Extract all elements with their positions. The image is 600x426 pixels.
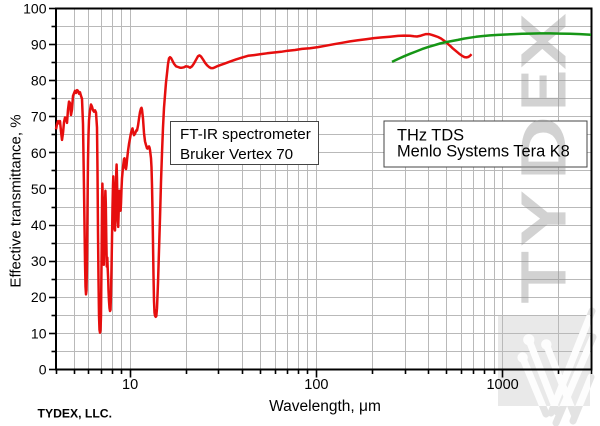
svg-text:E: E bbox=[508, 70, 580, 111]
svg-text:1000: 1000 bbox=[486, 377, 518, 393]
svg-text:Y: Y bbox=[509, 190, 580, 247]
svg-text:90: 90 bbox=[31, 37, 47, 53]
svg-text:100: 100 bbox=[23, 0, 47, 16]
svg-text:10: 10 bbox=[31, 325, 47, 341]
svg-text:THz TDS: THz TDS bbox=[397, 127, 464, 145]
svg-text:30: 30 bbox=[31, 253, 47, 269]
svg-text:70: 70 bbox=[31, 109, 47, 125]
svg-text:TYDEX, LLC.: TYDEX, LLC. bbox=[38, 407, 112, 421]
svg-text:X: X bbox=[508, 13, 579, 70]
svg-text:0: 0 bbox=[39, 361, 47, 377]
svg-text:100: 100 bbox=[304, 377, 328, 393]
svg-text:50: 50 bbox=[31, 181, 47, 197]
svg-text:80: 80 bbox=[31, 73, 47, 89]
svg-text:10: 10 bbox=[122, 377, 138, 393]
svg-text:60: 60 bbox=[31, 145, 47, 161]
svg-text:D: D bbox=[509, 116, 580, 181]
svg-text:Effective transmittance, %: Effective transmittance, % bbox=[8, 114, 25, 287]
svg-text:Menlo Systems Tera K8: Menlo Systems Tera K8 bbox=[397, 143, 570, 161]
svg-text:20: 20 bbox=[31, 289, 47, 305]
svg-text:T: T bbox=[508, 251, 580, 304]
svg-text:40: 40 bbox=[31, 217, 47, 233]
svg-text:FT-IR spectrometer: FT-IR spectrometer bbox=[180, 126, 311, 143]
svg-text:Wavelength, μm: Wavelength, μm bbox=[269, 398, 381, 415]
svg-text:Bruker Vertex 70: Bruker Vertex 70 bbox=[180, 146, 293, 163]
